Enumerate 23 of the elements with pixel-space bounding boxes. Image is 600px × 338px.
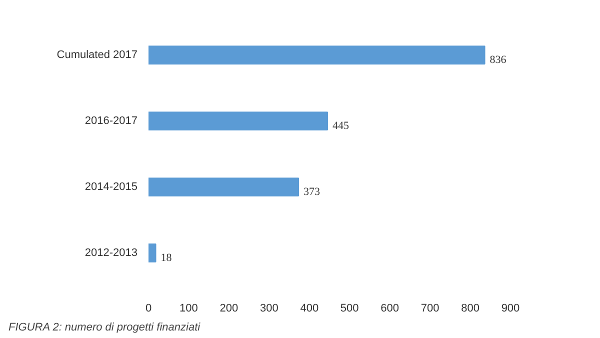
- y-tick-label: 2016-2017: [84, 115, 138, 128]
- data-label: 373: [304, 186, 321, 198]
- bar: [148, 244, 156, 262]
- y-tick-label: Cumulated 2017: [56, 49, 138, 62]
- bar: [148, 178, 300, 196]
- y-tick-label: 2014-2015: [84, 180, 138, 193]
- x-tick-label: 800: [461, 302, 480, 314]
- x-tick-label: 700: [420, 302, 440, 314]
- bar: [148, 46, 486, 64]
- x-tick-label: 500: [340, 302, 359, 314]
- x-tick-label: 400: [300, 302, 319, 314]
- x-tick-label: 600: [380, 302, 400, 314]
- x-tick-label: 100: [180, 302, 198, 314]
- y-tick-label: 2012-2013: [84, 246, 138, 259]
- x-tick-label: 200: [220, 302, 238, 314]
- data-label: 18: [160, 252, 172, 264]
- text: FIGURA 2: numero di progetti finanziati: [8, 322, 201, 334]
- bar: [148, 112, 328, 130]
- x-tick-label: 300: [260, 302, 278, 314]
- data-label: 445: [332, 120, 350, 132]
- x-tick-label: 0: [145, 302, 152, 314]
- x-tick-label: 900: [501, 302, 520, 314]
- data-label: 836: [490, 54, 507, 66]
